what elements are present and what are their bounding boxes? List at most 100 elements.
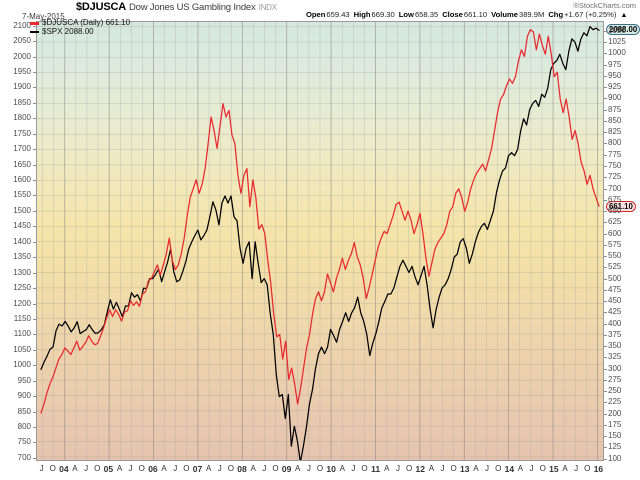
y-tick-right-675: 675: [608, 194, 622, 204]
low-value: 658.35: [414, 10, 439, 19]
x-tick-J: J: [574, 464, 579, 473]
y-tick-right-1000: 1000: [608, 48, 626, 58]
tick-mark: [33, 272, 36, 274]
x-tick-13: 13: [460, 464, 470, 474]
y-tick-left-1300: 1300: [13, 267, 31, 277]
x-tick-O: O: [94, 464, 101, 473]
tick-mark: [604, 391, 607, 393]
tick-mark: [604, 424, 607, 426]
legend-swatch-djusca: [30, 21, 39, 25]
djusca-price-flag: 661.10: [606, 201, 636, 213]
tick-mark: [33, 442, 36, 444]
y-tick-left-2050: 2050: [13, 36, 31, 46]
tick-mark: [604, 132, 607, 134]
x-tick-06: 06: [148, 464, 158, 474]
tick-mark: [33, 303, 36, 305]
tick-mark: [604, 188, 607, 190]
x-tick-O: O: [227, 464, 235, 473]
y-tick-right-925: 925: [608, 82, 622, 92]
x-tick-O: O: [495, 464, 502, 473]
y-tick-left-1200: 1200: [13, 298, 31, 308]
tick-mark: [604, 199, 607, 201]
y-tick-right-475: 475: [608, 284, 622, 294]
y-tick-right-350: 350: [608, 341, 622, 351]
tick-mark: [33, 349, 36, 351]
x-tick-O: O: [272, 464, 279, 473]
x-tick-09: 09: [281, 464, 292, 474]
tick-mark: [604, 222, 607, 224]
x-tick-A: A: [295, 464, 301, 473]
y-tick-left-1800: 1800: [13, 113, 31, 123]
series-djusca: [40, 29, 600, 414]
index-name-label: Dow Jones US Gambling Index: [128, 2, 256, 13]
legend-swatch-spx: [30, 30, 39, 33]
open-value: 659.43: [326, 10, 350, 19]
y-tick-right-825: 825: [608, 127, 622, 137]
tick-mark: [33, 180, 36, 182]
source-watermark: ®StockCharts.com: [573, 1, 636, 10]
y-tick-left-2000: 2000: [13, 51, 31, 61]
y-tick-right-900: 900: [608, 93, 622, 103]
legend-label-djusca: $DJUSCA (Daily) 661.10: [42, 18, 131, 27]
y-tick-right-125: 125: [608, 442, 622, 452]
tick-mark: [604, 357, 607, 359]
chart-plot-area[interactable]: [36, 21, 604, 461]
tick-mark: [33, 365, 36, 367]
tick-mark: [604, 458, 607, 460]
tick-mark: [604, 267, 607, 269]
tick-mark: [604, 402, 607, 404]
tick-mark: [33, 118, 36, 120]
tick-mark: [33, 87, 36, 89]
y-tick-left-850: 850: [17, 406, 31, 416]
tick-mark: [33, 71, 36, 73]
tick-mark: [33, 241, 36, 243]
x-tick-J: J: [440, 464, 445, 473]
y-tick-right-800: 800: [608, 138, 622, 148]
x-tick-A: A: [116, 464, 123, 473]
tick-mark: [604, 368, 607, 370]
tick-mark: [33, 288, 36, 290]
x-tick-O: O: [138, 464, 145, 473]
y-tick-left-1600: 1600: [13, 175, 31, 185]
y-tick-left-1000: 1000: [13, 360, 31, 370]
quote-date: 7-May-2015: [22, 12, 65, 21]
chart-legend: $DJUSCA (Daily) 661.10 $SPX 2088.00: [30, 18, 131, 36]
y-tick-right-750: 750: [608, 161, 622, 170]
index-tag-label: INDX: [258, 3, 278, 12]
tick-mark: [604, 379, 607, 381]
x-tick-O: O: [183, 464, 190, 473]
x-tick-J: J: [173, 464, 178, 473]
y-tick-right-525: 525: [608, 262, 622, 272]
tick-mark: [33, 133, 36, 135]
tick-mark: [604, 42, 607, 44]
y-tick-left-800: 800: [17, 422, 31, 432]
x-tick-O: O: [405, 464, 413, 473]
y-tick-left-950: 950: [17, 375, 31, 385]
y-tick-left-1450: 1450: [13, 221, 31, 231]
y-tick-right-200: 200: [608, 408, 622, 418]
x-tick-07: 07: [192, 464, 203, 474]
y-tick-left-1650: 1650: [13, 159, 31, 169]
tick-mark: [33, 318, 36, 320]
y-tick-left-1150: 1150: [13, 313, 31, 323]
x-tick-O: O: [539, 464, 546, 473]
y-tick-left-1900: 1900: [13, 82, 31, 92]
x-tick-14: 14: [504, 464, 515, 474]
tick-mark: [604, 154, 607, 156]
y-tick-left-1950: 1950: [13, 66, 31, 76]
tick-mark: [604, 233, 607, 235]
tick-mark: [33, 195, 36, 197]
tick-mark: [33, 149, 36, 151]
x-tick-J: J: [128, 464, 133, 473]
chg-up-arrow-icon: ▲: [620, 12, 628, 19]
y-tick-right-225: 225: [608, 397, 622, 407]
tick-mark: [33, 41, 36, 43]
y-tick-left-1250: 1250: [13, 283, 31, 293]
tick-mark: [604, 53, 607, 55]
x-tick-04: 04: [59, 464, 69, 474]
tick-mark: [604, 334, 607, 336]
tick-mark: [33, 226, 36, 228]
x-tick-O: O: [450, 464, 457, 473]
tick-mark: [33, 457, 36, 459]
tick-mark: [33, 334, 36, 336]
